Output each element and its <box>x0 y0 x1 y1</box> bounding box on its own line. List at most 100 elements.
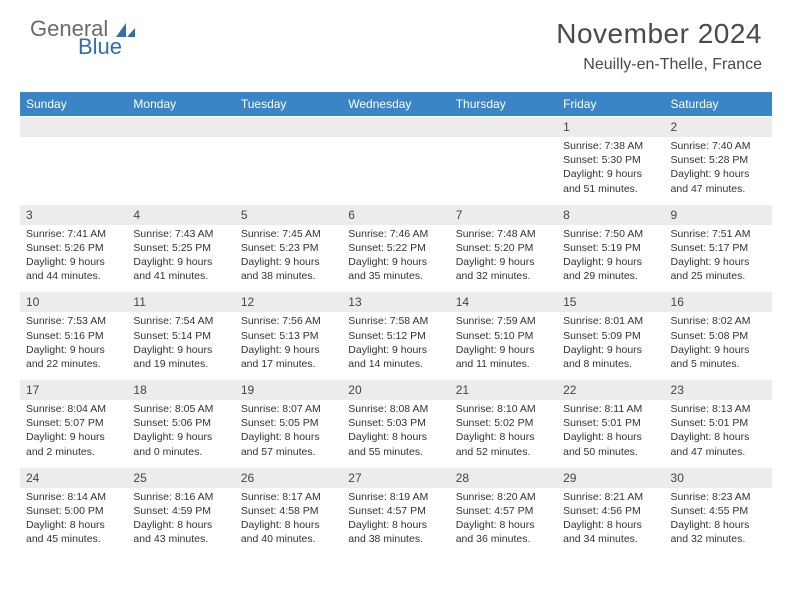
date-number-cell <box>127 117 234 138</box>
daylight-text: Daylight: 9 hours and 17 minutes. <box>241 343 336 371</box>
day-number: 6 <box>348 208 355 222</box>
sunset-text: Sunset: 4:56 PM <box>563 504 658 518</box>
daylight-text: Daylight: 9 hours and 8 minutes. <box>563 343 658 371</box>
sunset-text: Sunset: 5:10 PM <box>456 329 551 343</box>
date-number-cell <box>342 117 449 138</box>
daylight-text: Daylight: 9 hours and 5 minutes. <box>671 343 766 371</box>
date-detail-cell: Sunrise: 7:53 AMSunset: 5:16 PMDaylight:… <box>20 312 127 379</box>
sunrise-text: Sunrise: 8:08 AM <box>348 402 443 416</box>
location-label: Neuilly-en-Thelle, France <box>556 56 762 74</box>
sunset-text: Sunset: 5:25 PM <box>133 241 228 255</box>
daylight-text: Daylight: 8 hours and 55 minutes. <box>348 430 443 458</box>
daylight-text: Daylight: 8 hours and 34 minutes. <box>563 518 658 546</box>
daylight-text: Daylight: 8 hours and 57 minutes. <box>241 430 336 458</box>
daylight-text: Daylight: 9 hours and 22 minutes. <box>26 343 121 371</box>
sunrise-text: Sunrise: 7:43 AM <box>133 227 228 241</box>
day-number: 4 <box>133 208 140 222</box>
sunset-text: Sunset: 4:59 PM <box>133 504 228 518</box>
date-number-cell: 10 <box>20 292 127 313</box>
date-number-cell <box>20 117 127 138</box>
date-detail-cell: Sunrise: 7:54 AMSunset: 5:14 PMDaylight:… <box>127 312 234 379</box>
sunset-text: Sunset: 5:01 PM <box>671 416 766 430</box>
sunrise-text: Sunrise: 7:46 AM <box>348 227 443 241</box>
day-number: 21 <box>456 383 469 397</box>
sunset-text: Sunset: 4:57 PM <box>348 504 443 518</box>
date-detail-cell <box>450 137 557 204</box>
sunset-text: Sunset: 5:13 PM <box>241 329 336 343</box>
date-detail-cell: Sunrise: 7:59 AMSunset: 5:10 PMDaylight:… <box>450 312 557 379</box>
sunrise-text: Sunrise: 7:54 AM <box>133 314 228 328</box>
daylight-text: Daylight: 9 hours and 0 minutes. <box>133 430 228 458</box>
date-detail-cell: Sunrise: 8:23 AMSunset: 4:55 PMDaylight:… <box>665 488 772 555</box>
date-number-cell: 4 <box>127 204 234 225</box>
date-number-cell <box>235 117 342 138</box>
date-detail-cell: Sunrise: 8:17 AMSunset: 4:58 PMDaylight:… <box>235 488 342 555</box>
date-detail-cell: Sunrise: 8:05 AMSunset: 5:06 PMDaylight:… <box>127 400 234 467</box>
sunset-text: Sunset: 5:19 PM <box>563 241 658 255</box>
date-detail-cell: Sunrise: 7:50 AMSunset: 5:19 PMDaylight:… <box>557 225 664 292</box>
date-number-cell: 21 <box>450 380 557 401</box>
daylight-text: Daylight: 9 hours and 25 minutes. <box>671 255 766 283</box>
day-number: 8 <box>563 208 570 222</box>
daylight-text: Daylight: 9 hours and 35 minutes. <box>348 255 443 283</box>
daylight-text: Daylight: 8 hours and 43 minutes. <box>133 518 228 546</box>
date-detail-cell: Sunrise: 8:08 AMSunset: 5:03 PMDaylight:… <box>342 400 449 467</box>
sunrise-text: Sunrise: 7:41 AM <box>26 227 121 241</box>
day-number: 5 <box>241 208 248 222</box>
daylight-text: Daylight: 9 hours and 51 minutes. <box>563 167 658 195</box>
day-number: 27 <box>348 471 361 485</box>
sunset-text: Sunset: 5:17 PM <box>671 241 766 255</box>
sunrise-text: Sunrise: 7:50 AM <box>563 227 658 241</box>
sunset-text: Sunset: 5:28 PM <box>671 153 766 167</box>
day-number: 26 <box>241 471 254 485</box>
sunset-text: Sunset: 5:20 PM <box>456 241 551 255</box>
date-number-cell: 26 <box>235 467 342 488</box>
logo-text-blue: Blue <box>78 36 137 58</box>
sunrise-text: Sunrise: 8:17 AM <box>241 490 336 504</box>
date-number-cell: 29 <box>557 467 664 488</box>
day-header-row: Sunday Monday Tuesday Wednesday Thursday… <box>20 92 772 117</box>
date-detail-cell: Sunrise: 7:58 AMSunset: 5:12 PMDaylight:… <box>342 312 449 379</box>
date-detail-cell: Sunrise: 7:43 AMSunset: 5:25 PMDaylight:… <box>127 225 234 292</box>
day-number: 30 <box>671 471 684 485</box>
date-detail-cell: Sunrise: 7:48 AMSunset: 5:20 PMDaylight:… <box>450 225 557 292</box>
sunrise-text: Sunrise: 8:19 AM <box>348 490 443 504</box>
date-detail-row: Sunrise: 7:53 AMSunset: 5:16 PMDaylight:… <box>20 312 772 379</box>
sunset-text: Sunset: 5:01 PM <box>563 416 658 430</box>
date-detail-cell: Sunrise: 8:01 AMSunset: 5:09 PMDaylight:… <box>557 312 664 379</box>
sunrise-text: Sunrise: 8:07 AM <box>241 402 336 416</box>
sunrise-text: Sunrise: 8:02 AM <box>671 314 766 328</box>
sunset-text: Sunset: 5:08 PM <box>671 329 766 343</box>
sunset-text: Sunset: 5:09 PM <box>563 329 658 343</box>
date-detail-cell: Sunrise: 8:11 AMSunset: 5:01 PMDaylight:… <box>557 400 664 467</box>
date-detail-cell: Sunrise: 8:07 AMSunset: 5:05 PMDaylight:… <box>235 400 342 467</box>
date-number-cell: 6 <box>342 204 449 225</box>
sunrise-text: Sunrise: 7:56 AM <box>241 314 336 328</box>
date-detail-cell: Sunrise: 7:56 AMSunset: 5:13 PMDaylight:… <box>235 312 342 379</box>
sunrise-text: Sunrise: 7:53 AM <box>26 314 121 328</box>
daylight-text: Daylight: 9 hours and 41 minutes. <box>133 255 228 283</box>
date-detail-cell: Sunrise: 8:14 AMSunset: 5:00 PMDaylight:… <box>20 488 127 555</box>
sunrise-text: Sunrise: 7:40 AM <box>671 139 766 153</box>
sunset-text: Sunset: 5:03 PM <box>348 416 443 430</box>
date-number-cell: 8 <box>557 204 664 225</box>
sunrise-text: Sunrise: 8:10 AM <box>456 402 551 416</box>
sunrise-text: Sunrise: 8:04 AM <box>26 402 121 416</box>
date-number-cell: 12 <box>235 292 342 313</box>
date-detail-cell: Sunrise: 7:40 AMSunset: 5:28 PMDaylight:… <box>665 137 772 204</box>
sunset-text: Sunset: 5:30 PM <box>563 153 658 167</box>
date-detail-cell: Sunrise: 7:41 AMSunset: 5:26 PMDaylight:… <box>20 225 127 292</box>
sunset-text: Sunset: 5:22 PM <box>348 241 443 255</box>
day-number: 2 <box>671 120 678 134</box>
date-detail-cell: Sunrise: 7:46 AMSunset: 5:22 PMDaylight:… <box>342 225 449 292</box>
sunset-text: Sunset: 5:00 PM <box>26 504 121 518</box>
day-number: 24 <box>26 471 39 485</box>
sunset-text: Sunset: 5:07 PM <box>26 416 121 430</box>
date-detail-cell: Sunrise: 7:38 AMSunset: 5:30 PMDaylight:… <box>557 137 664 204</box>
logo: General Blue <box>30 18 137 58</box>
sunset-text: Sunset: 5:16 PM <box>26 329 121 343</box>
date-detail-cell <box>342 137 449 204</box>
daylight-text: Daylight: 8 hours and 38 minutes. <box>348 518 443 546</box>
daylight-text: Daylight: 9 hours and 47 minutes. <box>671 167 766 195</box>
date-number-cell: 17 <box>20 380 127 401</box>
